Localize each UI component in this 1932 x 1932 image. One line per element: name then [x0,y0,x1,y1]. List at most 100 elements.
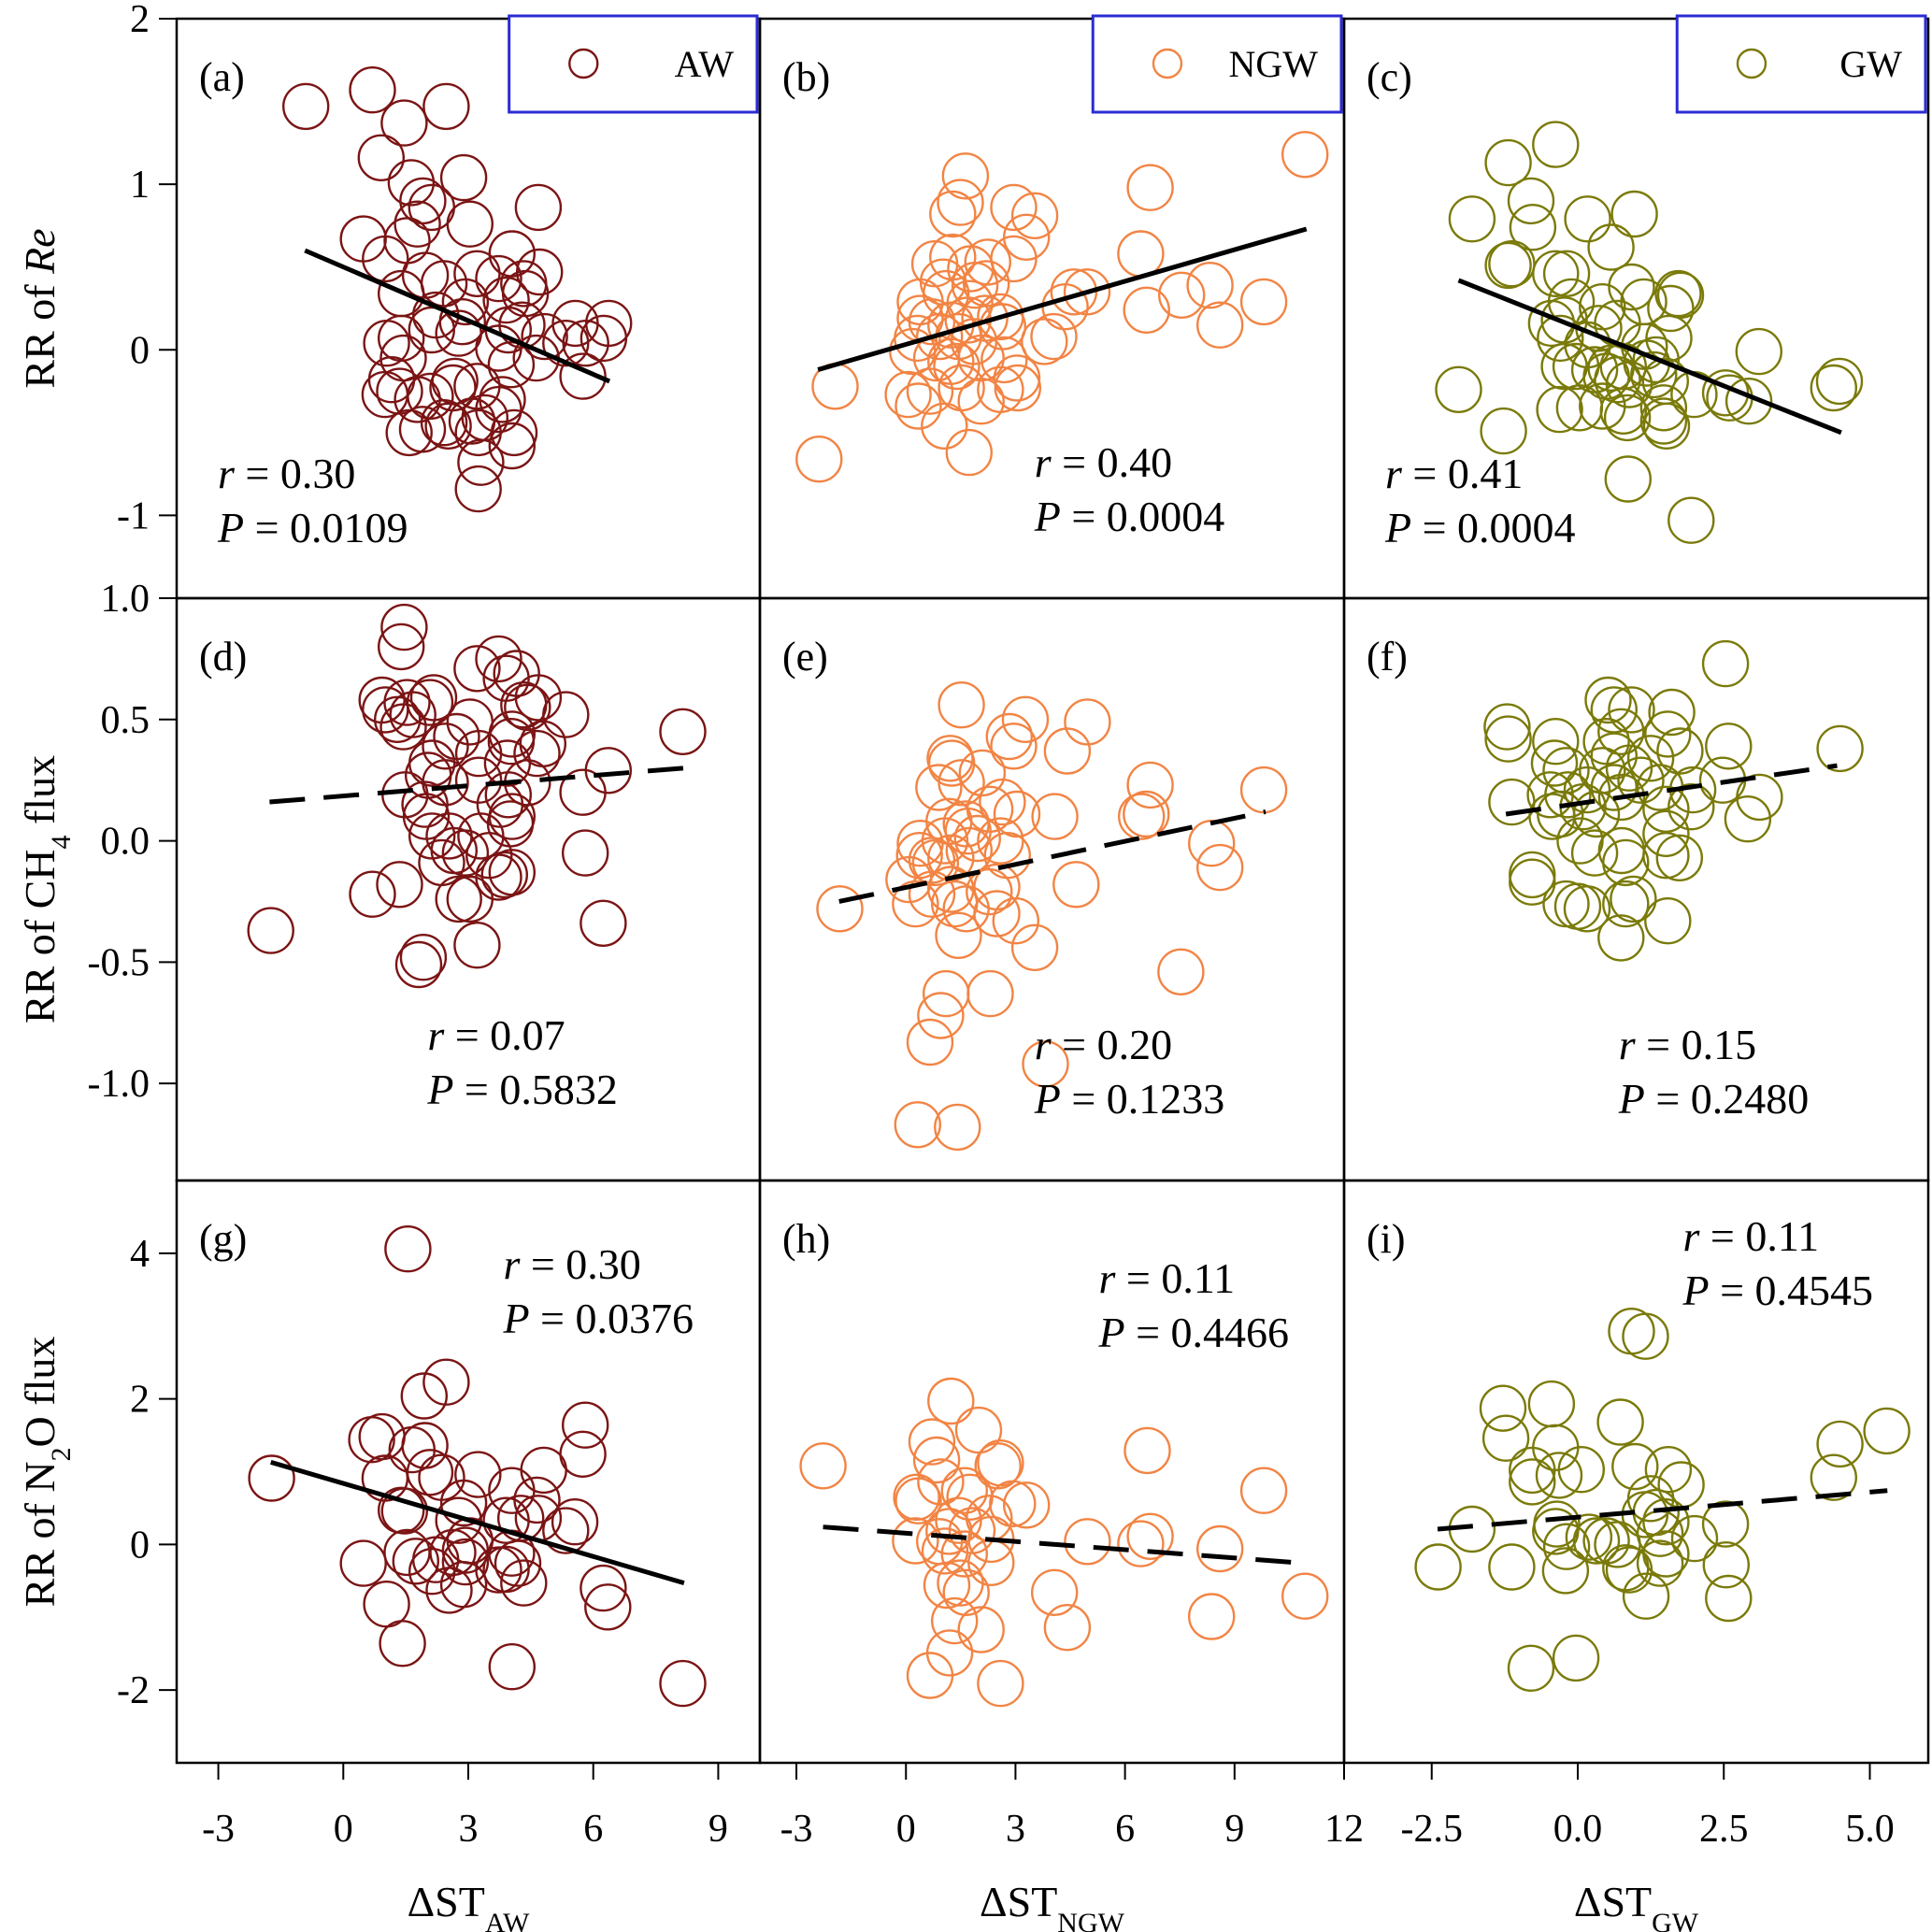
data-point [1604,455,1653,503]
data-point [1483,703,1531,751]
data-point [1815,357,1864,406]
data-point [916,312,964,361]
panel-label: (a) [199,54,245,100]
data-point [339,1539,387,1587]
data-point [1644,710,1692,758]
panel-frame [175,1179,762,1765]
data-point [1570,829,1619,877]
data-point [1579,382,1626,430]
panel-f: (f) r = 0.15 P = 0.2480 [1342,596,1930,1182]
r-value: r = 0.20 [1035,1021,1172,1068]
y-axis-title: RR of CH4 flux [16,755,77,1023]
data-point [424,402,472,450]
data-point [441,829,490,877]
panel-label: (d) [199,634,247,680]
data-point [401,1422,449,1469]
y-axis-title-part: Re [16,228,64,275]
data-point [1642,809,1690,857]
data-point [1117,793,1166,840]
data-point [482,276,530,324]
panel-label: (i) [1367,1216,1406,1262]
data-point [500,260,548,308]
x-axis-title-main: ΔST [1574,1878,1652,1925]
data-point [446,200,494,248]
data-point [1667,783,1715,831]
data-point [1572,1517,1621,1565]
data-point [974,1442,1022,1490]
legend-NGW: NGW [1091,14,1343,114]
data-point [937,1559,984,1607]
data-point [1126,761,1174,809]
r-number: = 0.30 [235,450,355,497]
r-value: r = 0.11 [1683,1212,1820,1260]
y-axis-title-part: RR of [16,274,64,389]
data-point [1535,1452,1583,1499]
r-number: = 0.41 [1402,450,1523,497]
y-tick-label: 1.0 [101,578,150,621]
legend-marker-icon [1152,48,1183,79]
data-point [906,1652,954,1699]
points-a [282,65,633,513]
data-point [1557,1445,1606,1494]
data-point [454,1451,502,1498]
data-point [1123,790,1170,838]
points-b [795,131,1329,483]
p-symbol: P [1384,504,1411,551]
data-point [1002,1481,1051,1529]
data-point [1195,1524,1244,1573]
data-point [1117,1520,1165,1567]
data-point [659,708,707,755]
data-point [379,703,427,751]
data-point [964,238,1012,286]
data-point [923,1561,971,1610]
data-point [896,820,944,867]
points-e [816,681,1288,1152]
r-value: r = 0.40 [1035,438,1172,486]
y-tick-label: 0 [130,1524,150,1567]
data-point [990,723,1038,770]
data-point [1701,639,1750,688]
data-point [1117,230,1165,278]
legend-label: GW [1839,43,1902,85]
x-tick-label: 0 [896,1808,916,1851]
x-axis-title: ΔSTGW [1574,1878,1699,1932]
data-point [1195,843,1244,892]
data-point [398,406,447,453]
stats-b: r = 0.40 P = 0.0004 [1034,438,1225,540]
dashed-fit-line [269,766,685,805]
data-point [1536,385,1583,434]
y-tick-label: 1 [130,164,150,207]
data-point [985,712,1034,761]
data-point [1644,897,1692,945]
data-point [889,327,937,376]
legend-marker-icon [568,48,599,79]
data-point [1636,1539,1684,1587]
panel-label: (f) [1367,634,1408,680]
data-point [1590,764,1639,811]
data-point [927,866,975,913]
r-symbol: r [1619,1021,1637,1068]
data-point [1608,263,1655,311]
data-point [453,922,501,969]
x-axis-title-main: ΔST [980,1878,1057,1925]
panel-h: (h) r = 0.11 P = 0.4466 [758,1179,1346,1765]
r-symbol: r [1683,1212,1701,1260]
data-point [1602,1544,1650,1592]
data-point [1052,861,1100,909]
r-symbol: r [1035,1021,1052,1068]
x-tick-label: 12 [1324,1808,1364,1851]
p-value: P = 0.0004 [1384,504,1576,551]
data-point [946,1473,994,1522]
p-value: P = 0.4545 [1682,1267,1874,1314]
data-point [934,1103,981,1152]
data-point [487,718,536,766]
data-point [937,759,985,807]
data-point [406,1449,454,1496]
data-point [1484,138,1532,187]
data-point [1507,177,1555,225]
points-f [1483,639,1864,962]
stats-h: r = 0.11 P = 0.4466 [1098,1254,1290,1356]
data-point [1030,312,1078,361]
data-point [454,465,502,513]
